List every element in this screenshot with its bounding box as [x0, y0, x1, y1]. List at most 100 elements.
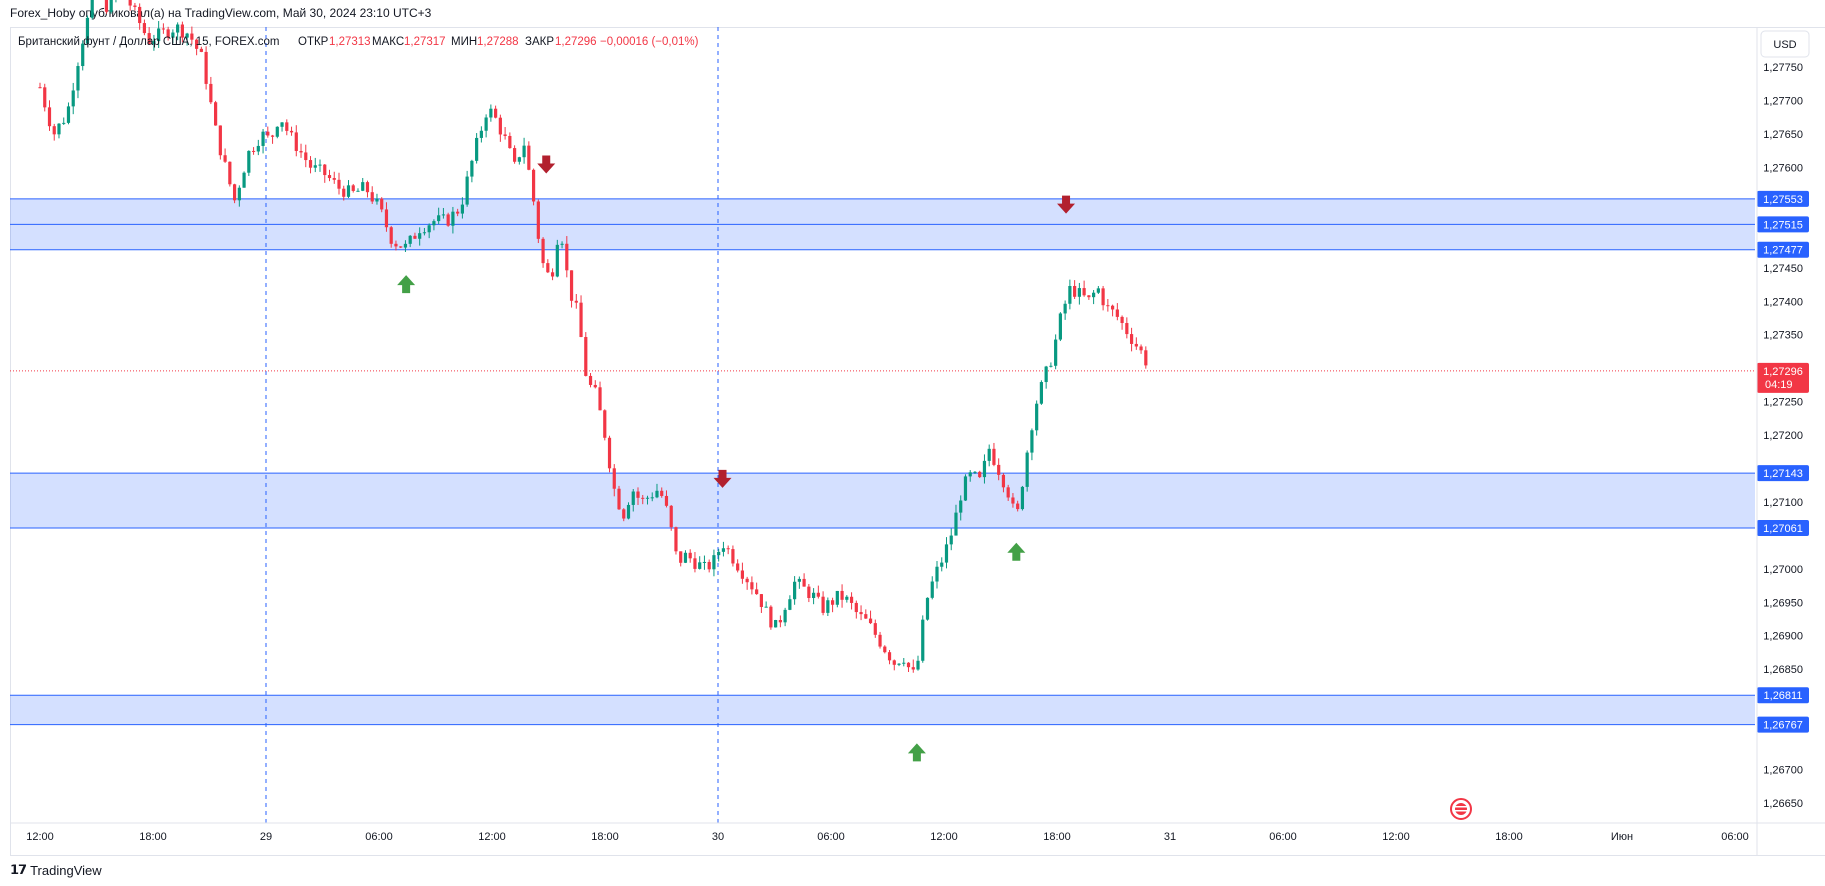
candle-body [304, 152, 308, 161]
candle [973, 471, 977, 475]
candle-body [603, 410, 607, 438]
candle [308, 156, 313, 174]
currency-button[interactable]: USD [1760, 30, 1810, 58]
candle-body [1106, 305, 1110, 307]
candle-body [427, 225, 431, 233]
candle [176, 22, 180, 41]
candle-body [180, 24, 184, 38]
candle-body [460, 204, 464, 214]
candle-body [489, 108, 493, 118]
candle-body [527, 145, 531, 170]
candle [247, 150, 251, 176]
candle [1020, 485, 1025, 511]
candle-body [617, 488, 621, 510]
candle-body [522, 145, 526, 158]
candle [484, 114, 488, 138]
y-tick-label: 1,27200 [1763, 430, 1803, 442]
candle [375, 193, 379, 205]
candle-body [190, 33, 194, 40]
candle-body [631, 491, 635, 505]
candle-body [897, 663, 901, 665]
candle-body [707, 561, 711, 570]
candle-body [508, 135, 512, 149]
candle-body [204, 51, 208, 84]
candle-body [645, 497, 650, 499]
candle-body [973, 471, 977, 473]
zone-price-label-bg [1757, 216, 1809, 233]
candle [1054, 334, 1058, 370]
candle-body [883, 646, 887, 653]
candle-body [826, 600, 830, 613]
candle [1030, 428, 1034, 461]
candle [816, 585, 820, 599]
zone-price-label-text: 1,27143 [1763, 468, 1803, 480]
zone-price-label-bg [1757, 716, 1809, 733]
candle [574, 293, 578, 309]
candle [579, 295, 583, 338]
candle [52, 123, 56, 141]
candle [906, 662, 911, 672]
ohlc-readout: ОТКР 1,27313 МАКС 1,27317 МИН 1,27288 ЗА… [298, 36, 699, 48]
zone-price-label: 1,27553 [1757, 190, 1809, 207]
candle-body [370, 192, 374, 202]
x-tick-label: 29 [260, 831, 272, 843]
candle-body [944, 544, 949, 563]
candle [1139, 344, 1143, 354]
candle-body [327, 175, 332, 179]
candle [47, 100, 52, 131]
zone-price-label: 1,26767 [1757, 716, 1809, 733]
symbol-name: Британский фунт / Доллар США, 15, FOREX.… [18, 36, 279, 48]
candle-body [323, 164, 327, 176]
up-arrow-icon [907, 743, 926, 762]
candle [712, 549, 716, 577]
last-price-value: 1,27296 [1763, 366, 1803, 378]
candle-body [299, 150, 303, 153]
candle-body [664, 495, 669, 506]
candle [270, 134, 275, 144]
candle [289, 126, 294, 136]
candle-body [778, 620, 782, 623]
zone-3 [10, 695, 1755, 725]
candle [228, 161, 232, 187]
candle [560, 241, 564, 249]
candle [408, 234, 412, 248]
candle-body [104, 0, 109, 12]
event-flag-icon[interactable] [1450, 798, 1472, 820]
candle-body [669, 505, 673, 528]
candle [451, 206, 455, 234]
candle-body [774, 620, 778, 628]
candle-body [261, 131, 265, 146]
candle-body [1011, 497, 1015, 504]
candle-body [764, 606, 768, 608]
footer-brand[interactable]: 𝟭𝟳 TradingView [10, 862, 102, 878]
candle-body [209, 83, 213, 103]
candle-body [921, 619, 925, 661]
candle-body [418, 233, 422, 239]
candle [185, 32, 189, 46]
zone-price-label-text: 1,26811 [1764, 690, 1803, 702]
candle [793, 576, 797, 605]
candle [242, 171, 246, 188]
candle [774, 619, 778, 628]
candle-body [574, 300, 578, 303]
candle [750, 576, 754, 595]
candle [987, 444, 991, 467]
candle-body [849, 596, 854, 603]
candle [878, 631, 882, 649]
candle [180, 21, 184, 43]
candle [707, 559, 711, 573]
candle-body [128, 0, 132, 6]
zone-price-label-text: 1,27515 [1763, 219, 1803, 231]
candle-body [47, 107, 52, 127]
candle [840, 584, 844, 608]
y-tick-label: 1,26650 [1763, 798, 1803, 810]
candle-body [546, 263, 550, 273]
x-tick-label: 12:00 [478, 831, 506, 843]
candle [835, 590, 839, 608]
x-tick-label: 06:00 [1269, 831, 1297, 843]
candle-body [902, 662, 906, 664]
candle [569, 270, 574, 308]
candle-body [584, 337, 588, 376]
candle [598, 381, 602, 411]
